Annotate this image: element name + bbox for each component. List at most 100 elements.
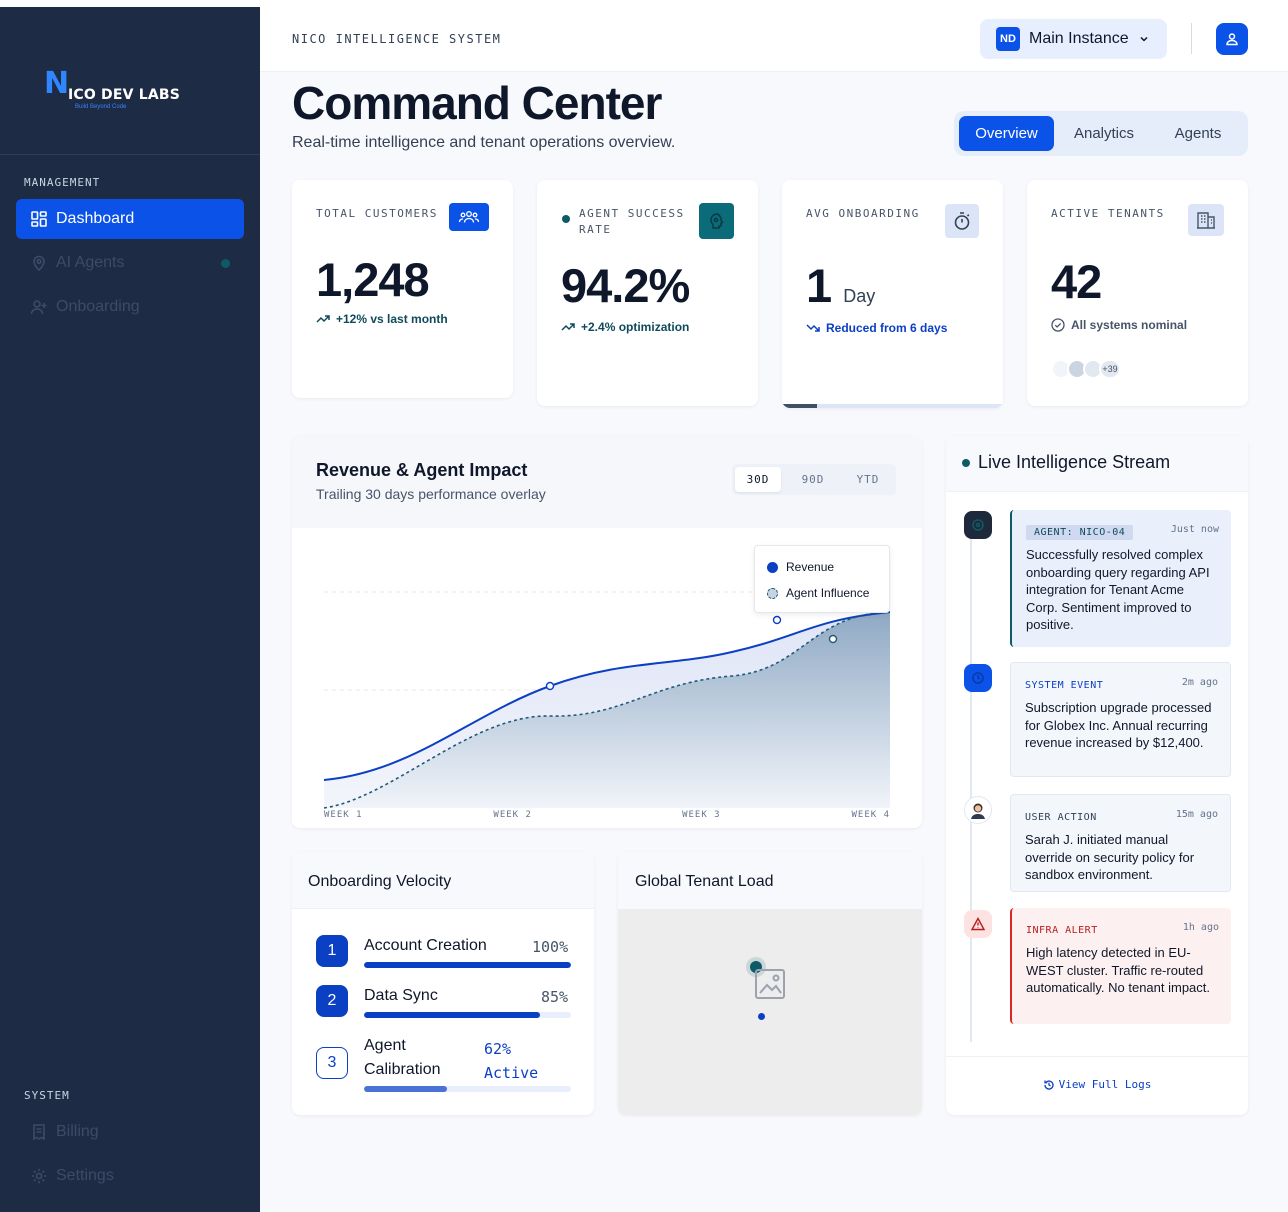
- step-progress-fill: [364, 1012, 540, 1018]
- tab-analytics[interactable]: Analytics: [1073, 125, 1135, 142]
- stream-event[interactable]: AGENT: NICO-04 Just now Successfully res…: [1010, 510, 1231, 647]
- step-number: 3: [316, 1047, 348, 1079]
- history-icon: [1043, 1079, 1054, 1090]
- range-selector: 30D 90D YTD: [732, 464, 896, 495]
- user-icon: [1226, 33, 1238, 46]
- legend-swatch: [767, 587, 778, 599]
- stat-label-line: AGENT SUCCESS: [579, 207, 685, 220]
- tab-overview[interactable]: Overview: [959, 116, 1054, 151]
- card-title: Global Tenant Load: [635, 873, 774, 890]
- stream-event[interactable]: SYSTEM EVENT 2m ago Subscription upgrade…: [1010, 662, 1231, 777]
- x-tick-label: WEEK 1: [324, 810, 363, 820]
- step-progress-fill: [364, 962, 571, 968]
- brain-icon: [699, 203, 734, 239]
- step-name: Agent Calibration: [364, 1034, 440, 1082]
- brand-logo[interactable]: N ICO DEV LABS Build Beyond Code: [44, 69, 184, 113]
- status-dot: [221, 259, 230, 268]
- stat-status: All systems nominal: [1051, 318, 1187, 332]
- sidebar-section-management: MANAGEMENT: [24, 176, 101, 189]
- view-tabs: Overview Analytics Agents: [954, 111, 1248, 156]
- sidebar-item-label: Onboarding: [56, 298, 140, 315]
- sidebar-item-onboarding[interactable]: Onboarding: [16, 287, 244, 327]
- chart-title: Revenue & Agent Impact: [316, 460, 528, 480]
- tab-agents[interactable]: Agents: [1174, 125, 1222, 142]
- revenue-chart: WEEK 1 WEEK 2 WEEK 3 WEEK 4: [323, 591, 891, 820]
- legend-label: Revenue: [786, 560, 835, 574]
- legend-item-agent-influence[interactable]: Agent Influence: [767, 586, 869, 600]
- chart-legend: Revenue Agent Influence: [754, 545, 890, 613]
- map-marker[interactable]: [758, 1013, 765, 1020]
- chart-subtitle: Trailing 30 days performance overlay: [316, 486, 546, 502]
- card-title: Onboarding Velocity: [308, 873, 452, 890]
- event-time: 1h ago: [1182, 922, 1219, 933]
- sidebar-item-ai-agents[interactable]: AI Agents: [16, 243, 244, 283]
- stopwatch-icon: [945, 204, 979, 238]
- avatar-stack[interactable]: +39: [1051, 358, 1161, 380]
- step-name-line: Calibration: [364, 1061, 441, 1078]
- legend-label: Agent Influence: [786, 586, 870, 600]
- revenue-point[interactable]: [772, 615, 782, 625]
- sidebar-section-system: SYSTEM: [24, 1089, 70, 1102]
- chevron-down-icon: [1140, 36, 1148, 42]
- onboarding-progress-track: [782, 404, 1003, 408]
- event-type: AGENT: NICO-04: [1026, 525, 1134, 540]
- stat-note: +2.4% optimization: [581, 320, 690, 334]
- sidebar-item-settings[interactable]: Settings: [16, 1156, 244, 1196]
- stream-event[interactable]: USER ACTION 15m ago Sarah J. initiated m…: [1010, 794, 1231, 892]
- stat-value: 1 Day: [806, 258, 875, 313]
- stream-event[interactable]: INFRA ALERT 1h ago High latency detected…: [1010, 908, 1231, 1024]
- sidebar-item-dashboard[interactable]: Dashboard: [16, 199, 244, 239]
- instance-label: Main Instance: [1029, 30, 1129, 47]
- legend-item-revenue[interactable]: Revenue: [767, 560, 834, 574]
- x-tick-label: WEEK 4: [851, 810, 890, 820]
- main-content: Command Center Real-time intelligence an…: [260, 72, 1288, 1212]
- agent-event-icon: [964, 511, 992, 539]
- range-30d[interactable]: 30D: [735, 467, 781, 492]
- trend-down-icon: [806, 324, 820, 332]
- step-name: Account Creation: [364, 937, 487, 954]
- stat-label: AVG ONBOARDING: [806, 207, 920, 220]
- instance-selector[interactable]: ND Main Instance: [980, 19, 1167, 59]
- agent-influence-line: [323, 611, 891, 809]
- step-name-line: Agent: [364, 1037, 406, 1054]
- event-time: Just now: [1170, 524, 1219, 535]
- warning-icon: [964, 910, 992, 938]
- user-profile-button[interactable]: [1216, 23, 1248, 55]
- stat-label: AGENT SUCCESS RATE: [579, 206, 685, 238]
- building-icon: [1188, 204, 1224, 236]
- sidebar-item-label: Billing: [56, 1123, 99, 1140]
- range-90d[interactable]: 90D: [801, 473, 825, 486]
- stat-unit: Day: [843, 286, 876, 306]
- event-text: High latency detected in EU-WEST cluster…: [1026, 945, 1211, 995]
- range-ytd[interactable]: YTD: [856, 473, 880, 486]
- global-tenant-load-card: Global Tenant Load: [618, 852, 922, 1115]
- revenue-point[interactable]: [545, 681, 555, 691]
- trend-up-icon: [561, 323, 575, 331]
- view-full-logs-link[interactable]: View Full Logs: [946, 1078, 1248, 1091]
- stat-label: ACTIVE TENANTS: [1051, 207, 1165, 220]
- sidebar-item-billing[interactable]: Billing: [16, 1112, 244, 1152]
- system-label: NICO INTELLIGENCE SYSTEM: [292, 32, 502, 46]
- card-divider: [946, 1056, 1248, 1057]
- agent-influence-point[interactable]: [828, 634, 838, 644]
- step-progress-fill: [364, 1086, 447, 1092]
- onboarding-progress-fill: [782, 404, 818, 408]
- live-dot: [962, 459, 970, 467]
- event-time: 2m ago: [1181, 677, 1218, 688]
- stat-trend: Reduced from 6 days: [806, 321, 947, 335]
- tenant-map[interactable]: [618, 909, 922, 1115]
- stat-label-line: RATE: [579, 223, 612, 236]
- sidebar-item-label: AI Agents: [56, 254, 125, 271]
- live-stream-card: Live Intelligence Stream AGENT: NICO-04 …: [946, 436, 1248, 1115]
- image-placeholder-icon: [755, 969, 785, 999]
- header-divider: [1191, 23, 1192, 54]
- step-percent: 62% Active: [484, 1037, 538, 1085]
- chart-plot-area: WEEK 1 WEEK 2 WEEK 3 WEEK 4 Revenue Agent I…: [292, 528, 922, 828]
- avatar-more-count: +39: [1099, 359, 1121, 379]
- revenue-line: [323, 611, 891, 781]
- sidebar-divider: [0, 154, 260, 155]
- x-tick-label: WEEK 2: [493, 810, 532, 820]
- stat-value: 1,248: [316, 253, 430, 306]
- step-percent-line: Active: [484, 1064, 539, 1082]
- stat-trend: +12% vs last month: [316, 312, 448, 326]
